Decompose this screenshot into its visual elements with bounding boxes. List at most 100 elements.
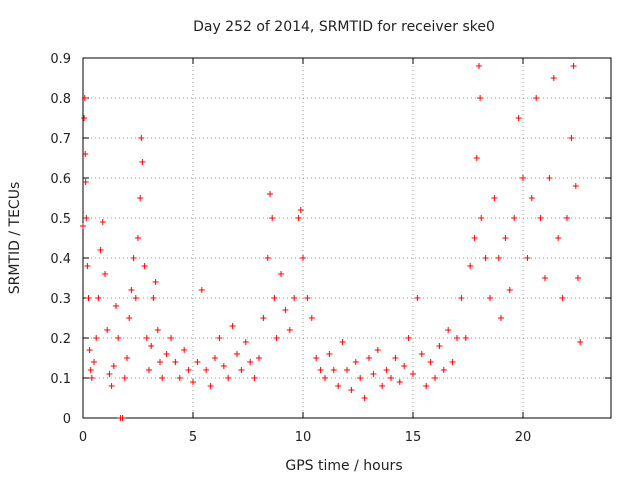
data-point xyxy=(212,355,218,361)
y-tick-label: 0.5 xyxy=(50,212,71,227)
x-tick-label: 20 xyxy=(515,430,532,445)
data-point xyxy=(216,335,223,341)
y-tick-label: 0.8 xyxy=(50,92,71,107)
data-point xyxy=(533,95,540,101)
data-point xyxy=(121,375,128,381)
data-point xyxy=(405,335,412,341)
data-point xyxy=(126,315,133,321)
data-point xyxy=(348,387,355,393)
data-point xyxy=(146,367,152,373)
y-tick-label: 0.2 xyxy=(50,332,71,347)
data-point xyxy=(454,335,460,341)
data-point xyxy=(113,303,119,309)
data-point xyxy=(152,279,159,285)
data-point xyxy=(110,363,117,369)
data-point xyxy=(238,367,245,373)
data-point xyxy=(291,295,298,301)
data-point xyxy=(436,343,443,349)
chart-title: Day 252 of 2014, SRMTID for receiver ske… xyxy=(193,19,495,35)
data-point xyxy=(198,287,205,293)
data-point xyxy=(86,347,93,353)
data-point xyxy=(99,219,106,225)
data-point xyxy=(108,383,115,389)
data-point xyxy=(278,271,284,277)
data-point xyxy=(388,375,394,381)
data-point xyxy=(559,295,566,301)
y-tick-label: 0.4 xyxy=(50,252,71,267)
data-point xyxy=(119,415,126,421)
data-point xyxy=(143,335,150,341)
data-point xyxy=(477,95,484,101)
data-point xyxy=(194,359,201,365)
data-point xyxy=(401,363,408,369)
data-point xyxy=(260,315,267,321)
data-point xyxy=(487,295,493,301)
data-point xyxy=(511,215,518,221)
x-tick-label: 0 xyxy=(79,430,87,445)
plot-frame xyxy=(82,57,612,419)
data-point xyxy=(322,375,328,381)
data-point xyxy=(524,255,531,261)
data-point xyxy=(515,115,522,121)
x-tick-label: 5 xyxy=(189,430,197,445)
y-tick-label: 0.1 xyxy=(50,372,71,387)
data-point xyxy=(84,263,91,269)
data-point xyxy=(339,339,346,345)
data-point xyxy=(286,327,293,333)
data-point xyxy=(234,351,240,357)
data-point xyxy=(414,295,421,301)
data-point xyxy=(491,195,498,201)
data-point xyxy=(410,371,416,377)
data-point xyxy=(570,63,577,69)
data-point xyxy=(115,335,122,341)
data-point xyxy=(172,359,179,365)
data-point xyxy=(478,215,485,221)
data-point xyxy=(271,295,278,301)
data-point xyxy=(392,355,399,361)
data-point xyxy=(130,255,137,261)
data-point xyxy=(267,191,273,197)
data-point xyxy=(449,359,456,365)
data-point xyxy=(357,375,364,381)
data-point xyxy=(82,179,89,185)
y-tick-label: 0.6 xyxy=(50,172,71,187)
data-point xyxy=(418,351,425,357)
data-point xyxy=(163,351,170,357)
data-point xyxy=(330,367,337,373)
data-point xyxy=(242,339,249,345)
data-point xyxy=(81,115,88,121)
data-point xyxy=(157,359,163,365)
data-point xyxy=(502,235,509,241)
data-point xyxy=(308,315,315,321)
data-point xyxy=(93,335,100,341)
data-point xyxy=(138,135,145,141)
data-point xyxy=(87,367,94,373)
data-point xyxy=(225,375,232,381)
data-point xyxy=(264,255,271,261)
data-point xyxy=(81,95,88,101)
data-point xyxy=(137,195,144,201)
data-point xyxy=(317,367,324,373)
data-point xyxy=(124,355,130,361)
data-point xyxy=(251,375,258,381)
data-point xyxy=(352,359,359,365)
x-axis-ticks: 0 5 10 15 20 xyxy=(79,58,531,445)
data-point xyxy=(555,235,562,241)
data-point xyxy=(575,275,581,281)
data-point xyxy=(229,323,236,329)
data-point xyxy=(506,287,513,293)
data-point xyxy=(546,175,553,181)
data-point xyxy=(148,343,155,349)
data-point xyxy=(82,151,89,157)
data-point xyxy=(269,215,276,221)
data-point xyxy=(154,327,161,333)
data-point xyxy=(335,383,342,389)
data-point xyxy=(128,287,135,293)
data-point xyxy=(220,363,227,369)
data-point xyxy=(139,159,146,165)
data-point xyxy=(471,235,478,241)
y-axis-title: SRMTID / TECUs xyxy=(7,182,23,295)
data-point xyxy=(132,295,139,301)
y-tick-label: 0.3 xyxy=(50,292,71,307)
